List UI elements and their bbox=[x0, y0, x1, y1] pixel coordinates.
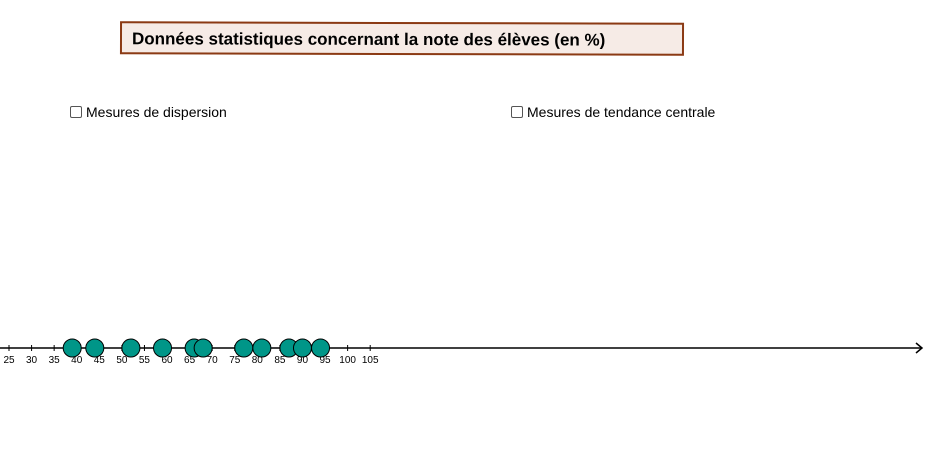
central-tendency-checkbox[interactable]: Mesures de tendance centrale bbox=[511, 104, 715, 120]
data-point[interactable] bbox=[85, 338, 105, 358]
x-axis-tick-label: 45 bbox=[94, 355, 106, 366]
x-axis-tick-label: 100 bbox=[339, 355, 356, 366]
dispersion-checkbox-box[interactable] bbox=[70, 106, 82, 118]
data-point[interactable] bbox=[311, 338, 331, 358]
dispersion-checkbox-label: Mesures de dispersion bbox=[86, 104, 227, 120]
x-axis-tick-label: 75 bbox=[229, 355, 241, 366]
data-point[interactable] bbox=[292, 338, 312, 358]
x-axis-tick-label: 105 bbox=[362, 355, 379, 366]
data-point[interactable] bbox=[153, 338, 173, 358]
x-axis-tick-label: 50 bbox=[116, 355, 128, 366]
x-axis-tick-label: 90 bbox=[297, 355, 309, 366]
data-point[interactable] bbox=[252, 338, 272, 358]
x-axis-tick-label: 30 bbox=[26, 355, 38, 366]
x-axis-tick-label: 80 bbox=[252, 355, 264, 366]
data-point[interactable] bbox=[121, 338, 141, 358]
data-point[interactable] bbox=[193, 338, 213, 358]
central-tendency-checkbox-label: Mesures de tendance centrale bbox=[527, 104, 716, 120]
dispersion-checkbox[interactable]: Mesures de dispersion bbox=[70, 104, 227, 120]
central-tendency-checkbox-box[interactable] bbox=[511, 106, 523, 118]
x-axis-tick-label: 40 bbox=[71, 355, 83, 366]
x-axis-tick-label: 55 bbox=[139, 355, 151, 366]
x-axis-tick-label: 65 bbox=[184, 355, 196, 366]
x-axis-tick-label: 25 bbox=[3, 355, 15, 366]
x-axis-arrow-icon bbox=[915, 342, 924, 354]
x-axis-tick-label: 35 bbox=[49, 355, 61, 366]
x-axis-tick-label: 95 bbox=[319, 355, 331, 366]
x-axis-tick-label: 70 bbox=[207, 355, 219, 366]
x-axis-tick-label: 60 bbox=[161, 355, 173, 366]
x-axis-tick-label: 85 bbox=[274, 355, 286, 366]
data-point[interactable] bbox=[234, 338, 254, 358]
data-point[interactable] bbox=[62, 338, 82, 358]
